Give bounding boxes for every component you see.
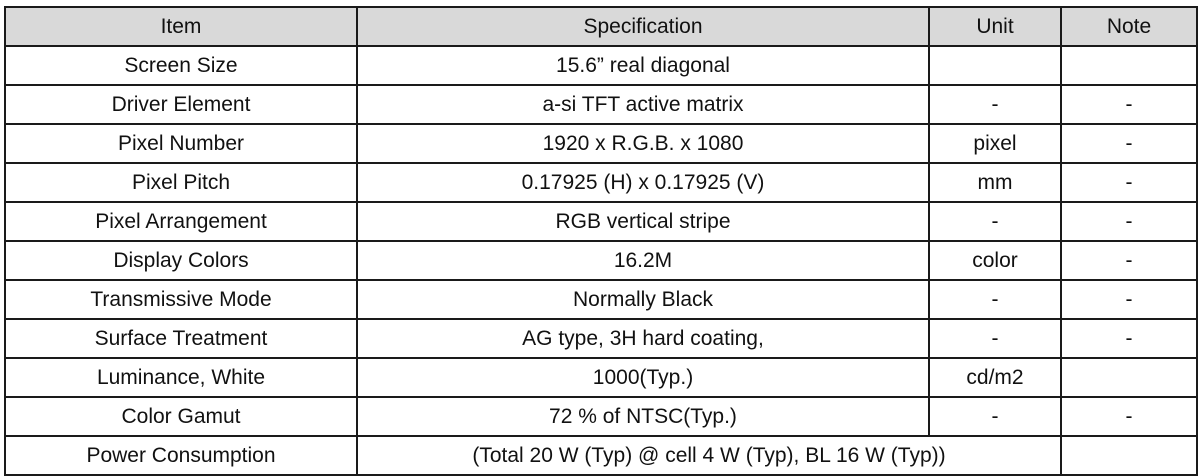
cell-item: Pixel Number	[4, 123, 358, 164]
cell-unit: pixel	[928, 123, 1062, 164]
cell-specification: 16.2M	[356, 240, 930, 281]
cell-unit: cd/m2	[928, 357, 1062, 398]
cell-item: Luminance, White	[4, 357, 358, 398]
cell-item: Transmissive Mode	[4, 279, 358, 320]
cell-specification: 1920 x R.G.B. x 1080	[356, 123, 930, 164]
cell-item: Color Gamut	[4, 396, 358, 437]
table-row: Luminance, White 1000(Typ.) cd/m2	[4, 357, 1198, 398]
cell-item: Power Consumption	[4, 435, 358, 476]
cell-unit: -	[928, 84, 1062, 125]
cell-note: -	[1060, 240, 1198, 281]
spec-table: Item Specification Unit Note Screen Size…	[4, 6, 1198, 476]
cell-unit: -	[928, 279, 1062, 320]
header-item: Item	[4, 6, 358, 47]
table-row: Screen Size 15.6” real diagonal	[4, 45, 1198, 86]
cell-note	[1060, 45, 1198, 86]
table-row: Pixel Arrangement RGB vertical stripe - …	[4, 201, 1198, 242]
cell-specification: 15.6” real diagonal	[356, 45, 930, 86]
cell-specification: RGB vertical stripe	[356, 201, 930, 242]
table-row: Pixel Pitch 0.17925 (H) x 0.17925 (V) mm…	[4, 162, 1198, 203]
table-row: Color Gamut 72 % of NTSC(Typ.) - -	[4, 396, 1198, 437]
cell-note: -	[1060, 201, 1198, 242]
cell-item: Surface Treatment	[4, 318, 358, 359]
cell-item: Driver Element	[4, 84, 358, 125]
cell-note	[1060, 435, 1198, 476]
cell-unit: -	[928, 201, 1062, 242]
cell-specification: a-si TFT active matrix	[356, 84, 930, 125]
table-row: Power Consumption (Total 20 W (Typ) @ ce…	[4, 435, 1198, 476]
cell-specification: Normally Black	[356, 279, 930, 320]
cell-note: -	[1060, 279, 1198, 320]
cell-note: -	[1060, 84, 1198, 125]
cell-specification: 0.17925 (H) x 0.17925 (V)	[356, 162, 930, 203]
table-row: Driver Element a-si TFT active matrix - …	[4, 84, 1198, 125]
header-row: Item Specification Unit Note	[4, 6, 1198, 47]
cell-unit	[928, 45, 1062, 86]
cell-unit: -	[928, 396, 1062, 437]
table-row: Transmissive Mode Normally Black - -	[4, 279, 1198, 320]
cell-note: -	[1060, 396, 1198, 437]
table-row: Display Colors 16.2M color -	[4, 240, 1198, 281]
cell-specification: 1000(Typ.)	[356, 357, 930, 398]
cell-item: Display Colors	[4, 240, 358, 281]
cell-note	[1060, 357, 1198, 398]
header-specification: Specification	[356, 6, 930, 47]
cell-note: -	[1060, 318, 1198, 359]
cell-item: Pixel Arrangement	[4, 201, 358, 242]
table-row: Pixel Number 1920 x R.G.B. x 1080 pixel …	[4, 123, 1198, 164]
cell-note: -	[1060, 162, 1198, 203]
cell-note: -	[1060, 123, 1198, 164]
cell-specification: 72 % of NTSC(Typ.)	[356, 396, 930, 437]
cell-specification: (Total 20 W (Typ) @ cell 4 W (Typ), BL 1…	[356, 435, 1062, 476]
cell-specification: AG type, 3H hard coating,	[356, 318, 930, 359]
table-row: Surface Treatment AG type, 3H hard coati…	[4, 318, 1198, 359]
cell-unit: color	[928, 240, 1062, 281]
header-unit: Unit	[928, 6, 1062, 47]
cell-unit: mm	[928, 162, 1062, 203]
cell-item: Screen Size	[4, 45, 358, 86]
cell-item: Pixel Pitch	[4, 162, 358, 203]
cell-unit: -	[928, 318, 1062, 359]
header-note: Note	[1060, 6, 1198, 47]
